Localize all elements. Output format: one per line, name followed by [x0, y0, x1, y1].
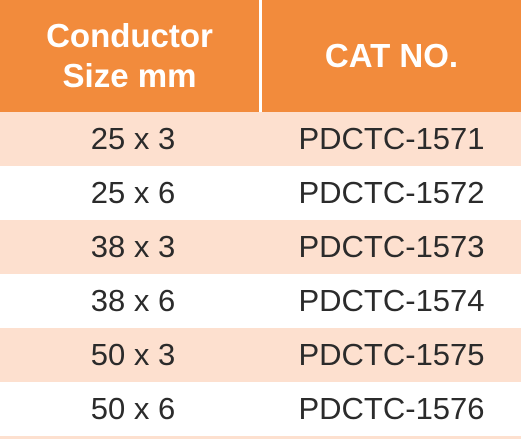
cat-no: PDCTC-1575 — [298, 337, 485, 372]
cat-no: PDCTC-1572 — [298, 175, 485, 210]
table-row: 50 x 6 PDCTC-1576 — [0, 382, 521, 436]
table-row: 38 x 6 PDCTC-1574 — [0, 274, 521, 328]
conductor-size: 38 x 6 — [90, 283, 176, 318]
cat-no: PDCTC-1576 — [298, 391, 485, 426]
header-text: Size mm — [62, 57, 197, 94]
conductor-size: 25 x 6 — [90, 175, 176, 210]
conductor-size: 50 x 3 — [90, 337, 176, 372]
cat-no: PDCTC-1573 — [298, 229, 485, 264]
conductor-size: 38 x 3 — [90, 229, 176, 264]
conductor-size: 25 x 3 — [90, 121, 176, 156]
table-row: 25 x 6 PDCTC-1572 — [0, 166, 521, 220]
cat-no: PDCTC-1574 — [298, 283, 485, 318]
header-text: CAT NO. — [324, 37, 459, 74]
header-cell: Conductor Size mm — [0, 0, 259, 112]
conductor-size: 50 x 6 — [90, 391, 176, 426]
header-cell: CAT NO. — [262, 0, 521, 112]
cat-no: PDCTC-1571 — [298, 121, 485, 156]
header-text: Conductor — [46, 17, 213, 54]
table-row: 25 x 3 PDCTC-1571 — [0, 112, 521, 166]
table-row: 50 x 3 PDCTC-1575 — [0, 328, 521, 382]
table-row: 38 x 3 PDCTC-1573 — [0, 220, 521, 274]
header-divider — [259, 0, 262, 112]
